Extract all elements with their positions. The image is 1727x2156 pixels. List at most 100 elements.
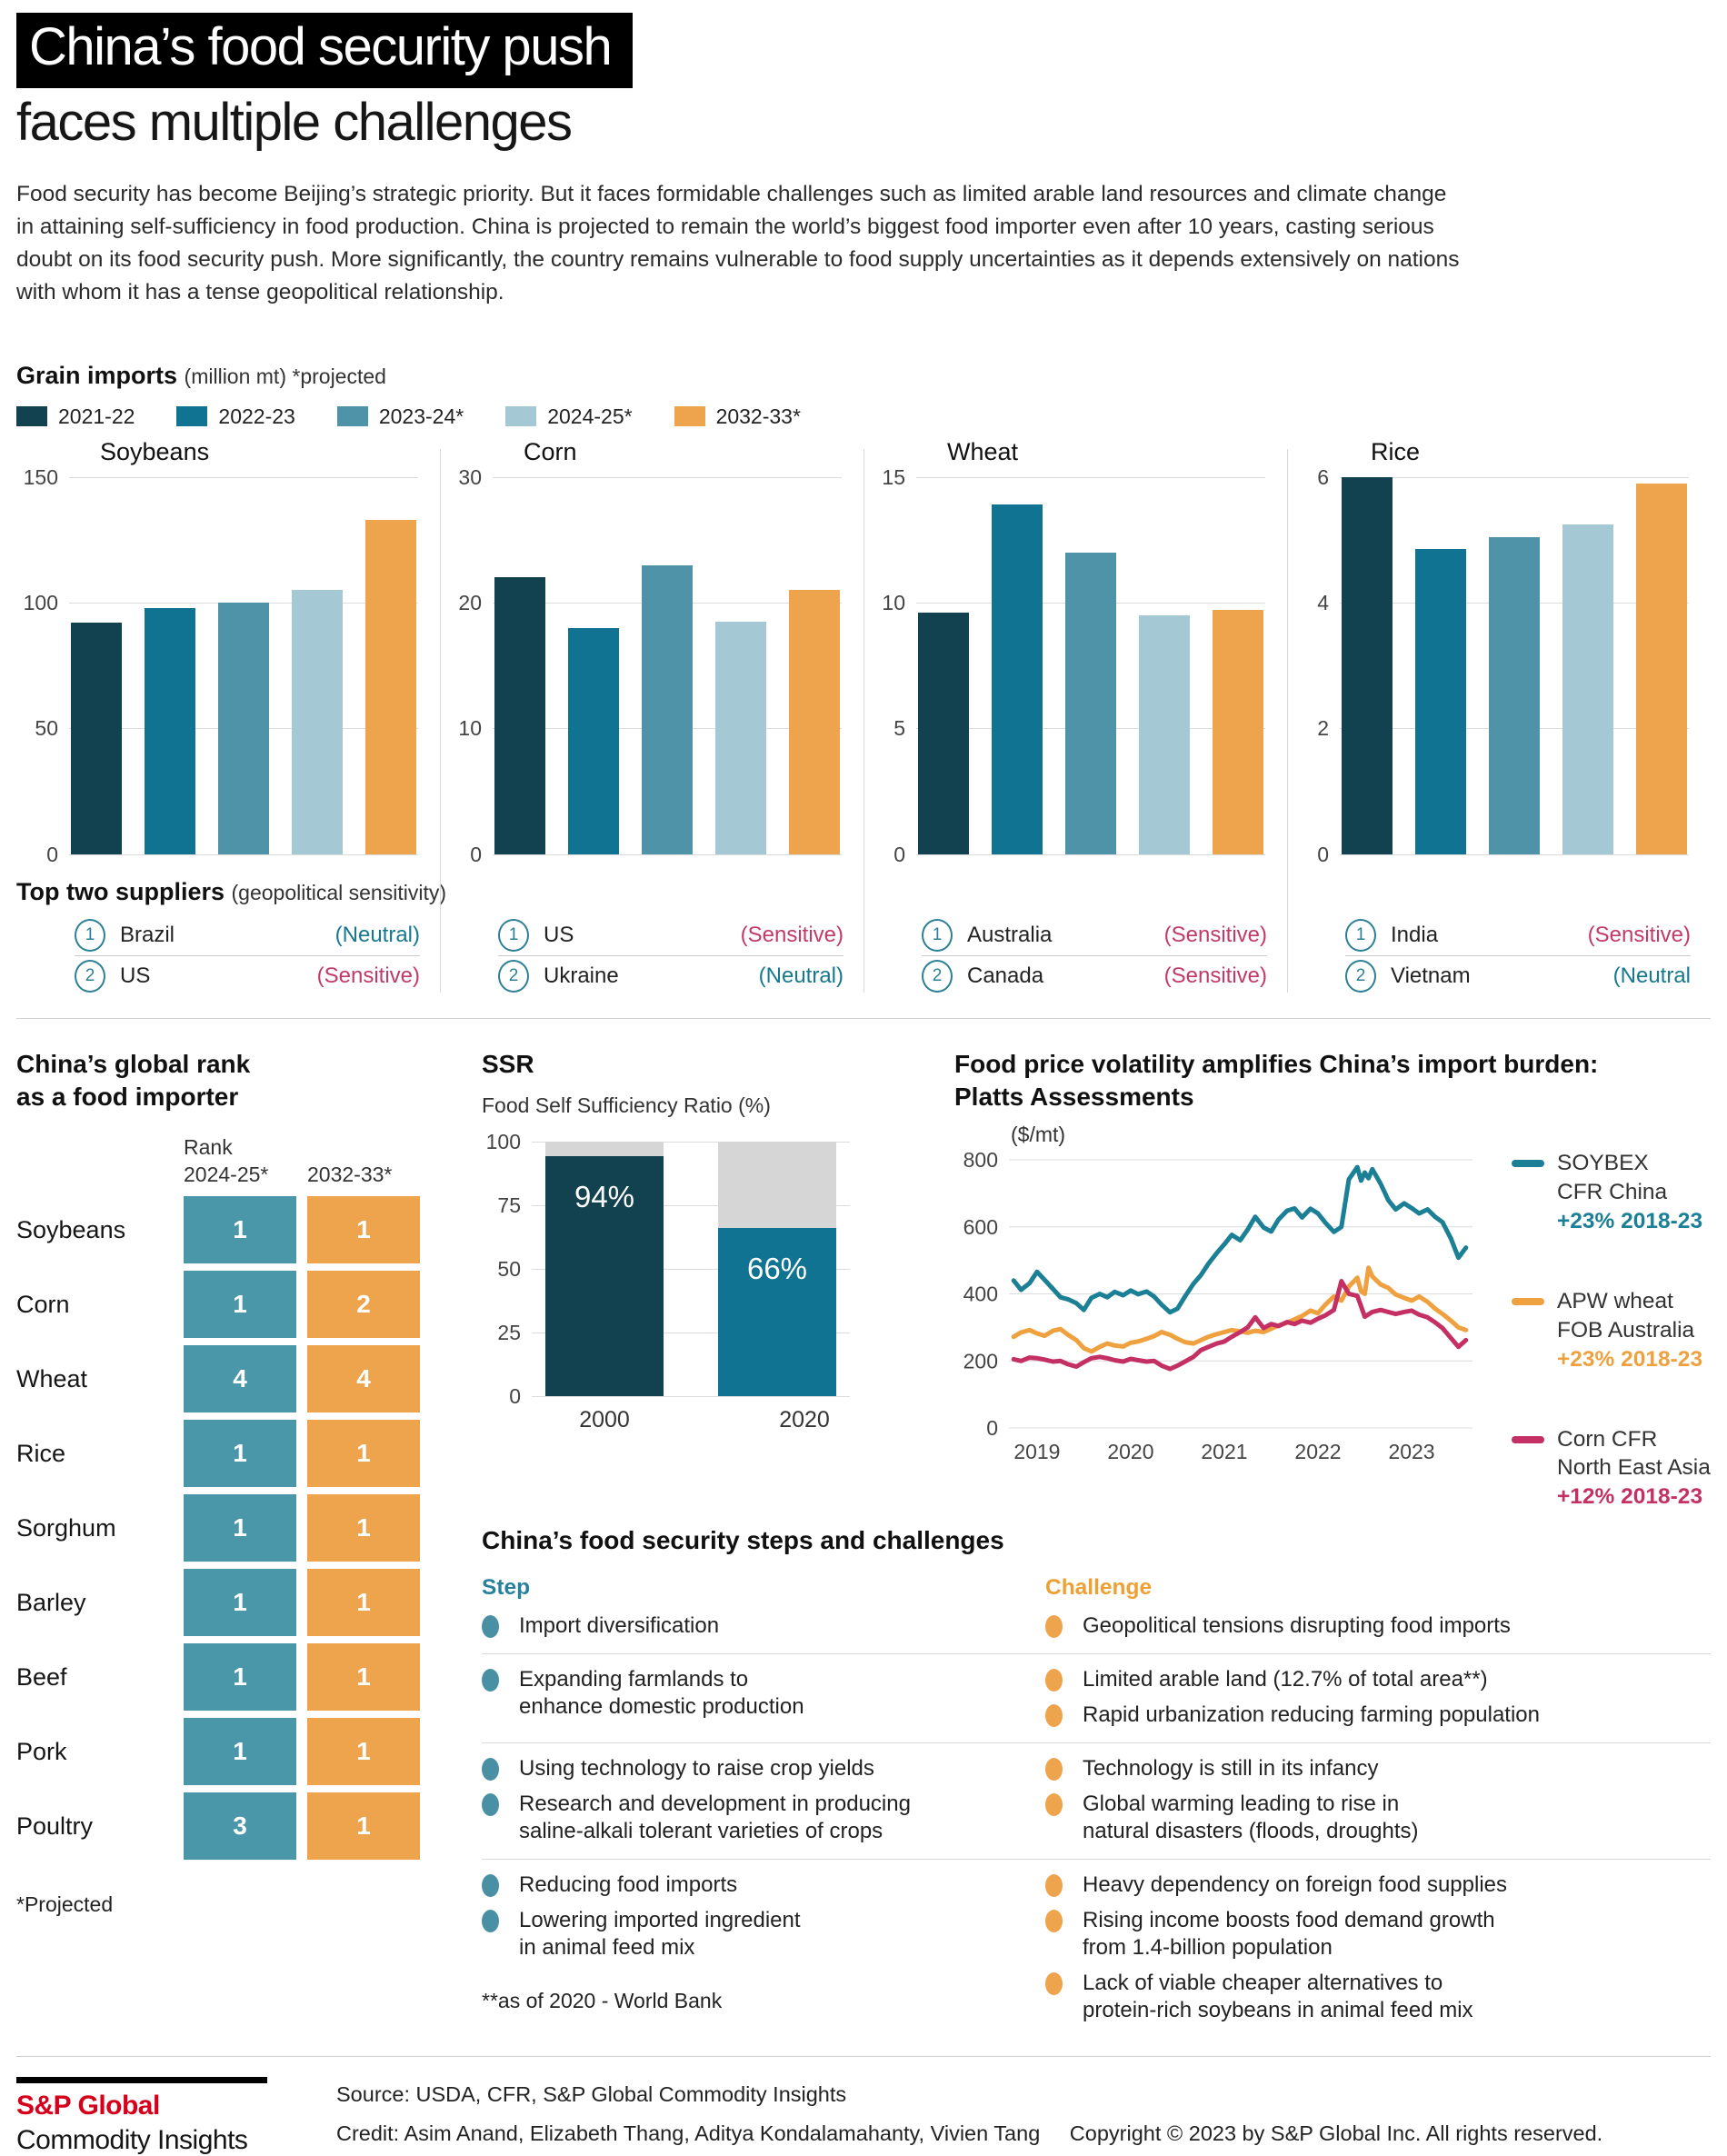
price-chart-column: Food price volatility amplifies China’s …	[909, 1048, 1711, 1512]
bar-2032-33*	[789, 590, 840, 854]
svg-text:2020: 2020	[1107, 1440, 1153, 1463]
svg-text:200: 200	[963, 1350, 998, 1373]
svg-text:2021: 2021	[1201, 1440, 1247, 1463]
supplier-sensitivity: (Neutral)	[758, 963, 844, 988]
rank-col-2024-label: 2024-25*	[184, 1163, 269, 1187]
chart-plot: 6 4 2 0	[1317, 465, 1689, 866]
bar-2022-23	[992, 504, 1043, 854]
challenge-item: Lack of viable cheaper alternatives to p…	[1045, 1970, 1711, 2024]
bar-2021-22	[494, 577, 545, 854]
grain-imports-section: Grain imports (million mt) *projected 20…	[16, 362, 1711, 996]
rank-circle: 2	[498, 959, 529, 993]
challenge-bullet-icon	[1045, 1873, 1063, 1897]
legend-series-name: SOYBEX CFR China +23% 2018-23	[1557, 1149, 1702, 1236]
steps-group: Using technology to raise crop yields Res…	[482, 1743, 1711, 1860]
source-line: Source: USDA, CFR, S&P Global Commodity …	[336, 2081, 847, 2106]
bar-2021-22	[918, 613, 969, 854]
step-text: Using technology to raise crop yields	[519, 1755, 874, 1781]
bar-2022-23	[145, 607, 195, 854]
supplier-sensitivity: (Sensitive)	[740, 922, 844, 947]
credit-text: Credit: Asim Anand, Elizabeth Thang, Adi…	[336, 2121, 1041, 2145]
page-title-line1: China’s food security push	[16, 13, 634, 88]
legend-label: 2023-24*	[378, 404, 464, 428]
step-item: Import diversification	[482, 1612, 1045, 1640]
rank-cell-2032: 1	[307, 1196, 420, 1264]
challenge-item: Rapid urbanization reducing farming popu…	[1045, 1702, 1711, 1729]
supplier-sensitivity: (Sensitive)	[1587, 922, 1691, 947]
step-item: Reducing food imports	[482, 1872, 1045, 1899]
challenge-text: Heavy dependency on foreign food supplie…	[1083, 1872, 1507, 1897]
y-tick-label: 150	[23, 464, 58, 489]
supplier-row: 2 US (Sensitive)	[75, 956, 420, 996]
gridline	[916, 853, 1265, 855]
legend-dash-icon	[1512, 1160, 1544, 1168]
grain-charts-row: Soybeans 150 100 50 0 Corn 30 20 10 0 Wheat 15 10 5 0 R…	[16, 437, 1711, 866]
step-cell: Import diversification	[482, 1612, 1045, 1640]
challenge-cell: Limited arable land (12.7% of total area…	[1045, 1666, 1711, 1729]
legend-item: 2023-24*	[336, 404, 464, 429]
challenge-text: Rapid urbanization reducing farming popu…	[1083, 1702, 1540, 1727]
step-header: Step	[482, 1574, 531, 1600]
legend-swatch	[505, 406, 537, 427]
supplier-row: 1 Australia (Sensitive)	[922, 915, 1267, 956]
bar-2024-25*	[1139, 614, 1190, 854]
supplier-country: Brazil	[120, 922, 175, 947]
y-tick-label: 50	[35, 716, 58, 741]
rank-cell-2032: 1	[307, 1420, 420, 1488]
bar-2023-24*	[1065, 552, 1116, 854]
chart-title: Soybeans	[100, 437, 210, 465]
chart-plot: 30 20 10 0	[458, 465, 842, 866]
rank-circle: 2	[922, 959, 953, 993]
suppliers-heading: Top two suppliers (geopolitical sensitiv…	[16, 878, 1711, 906]
grain-imports-title: Grain imports	[16, 361, 178, 389]
rank-circle: 1	[75, 918, 105, 952]
bars	[71, 519, 416, 854]
supplier-row: 1 Brazil (Neutral)	[75, 915, 420, 956]
challenge-text: Global warming leading to rise in natura…	[1083, 1791, 1419, 1843]
step-item: Expanding farmlands to enhance domestic …	[482, 1666, 1045, 1721]
header: China’s food security push faces multipl…	[16, 13, 1711, 309]
legend-entry: SOYBEX CFR China +23% 2018-23	[1512, 1149, 1711, 1236]
challenge-bullet-icon	[1045, 1909, 1063, 1932]
rank-cell-2024: 1	[184, 1494, 296, 1562]
step-bullet-icon	[482, 1668, 499, 1692]
step-bullet-icon	[482, 1614, 499, 1638]
gridline	[1340, 476, 1689, 478]
bar-2023-24*	[642, 564, 693, 854]
chart-title: Rice	[1371, 437, 1421, 465]
price-line-apw-wheat	[1011, 1265, 1469, 1354]
rank-col-2032-label: 2032-33*	[307, 1162, 420, 1189]
challenge-text: Geopolitical tensions disrupting food im…	[1083, 1612, 1511, 1638]
legend-series-name: APW wheat FOB Australia +23% 2018-23	[1557, 1287, 1702, 1374]
legend-swatch	[336, 406, 368, 427]
svg-text:400: 400	[963, 1283, 998, 1306]
step-bullet-icon	[482, 1757, 499, 1781]
supplier-country: Australia	[967, 922, 1053, 947]
bar-2024-25*	[292, 590, 343, 854]
bar-2024-25*	[715, 621, 766, 854]
svg-text:0: 0	[986, 1416, 998, 1440]
rank-table: Rank 2024-25* 2032-33* Soybeans 1 1 Corn 1 2 W…	[16, 1134, 482, 1861]
rank-circle: 1	[1345, 918, 1376, 952]
rank-cell-2032: 1	[307, 1569, 420, 1637]
bar-2032-33*	[365, 519, 416, 854]
supplier-sensitivity: (Neutral	[1612, 963, 1691, 988]
gridline	[1340, 853, 1689, 855]
y-tick-label: 6	[1317, 464, 1329, 489]
footnote-projected: *Projected	[16, 1892, 114, 1917]
rank-header-label: Rank	[184, 1135, 233, 1160]
rank-cell-2024: 1	[184, 1569, 296, 1637]
svg-text:2023: 2023	[1388, 1440, 1434, 1463]
grain-legend: 2021-22 2022-23 2023-24* 2024-25* 2032-33*	[16, 404, 1711, 429]
steps-title: China’s food security steps and challeng…	[482, 1526, 1004, 1555]
step-item: Research and development in producing sa…	[482, 1791, 1045, 1845]
y-tick-label: 0	[46, 842, 58, 866]
rank-cell-2024: 1	[184, 1643, 296, 1712]
suppliers-rice: 1 India (Sensitive) 2 Vietnam (Neutral	[1287, 915, 1711, 996]
rank-cell-2024: 3	[184, 1792, 296, 1861]
gridline	[916, 476, 1265, 478]
price-line-corn-cfr	[1011, 1279, 1469, 1372]
bar-2032-33*	[1213, 610, 1263, 854]
ssr-title: SSR	[482, 1049, 534, 1078]
legend-label: 2032-33*	[715, 404, 801, 428]
